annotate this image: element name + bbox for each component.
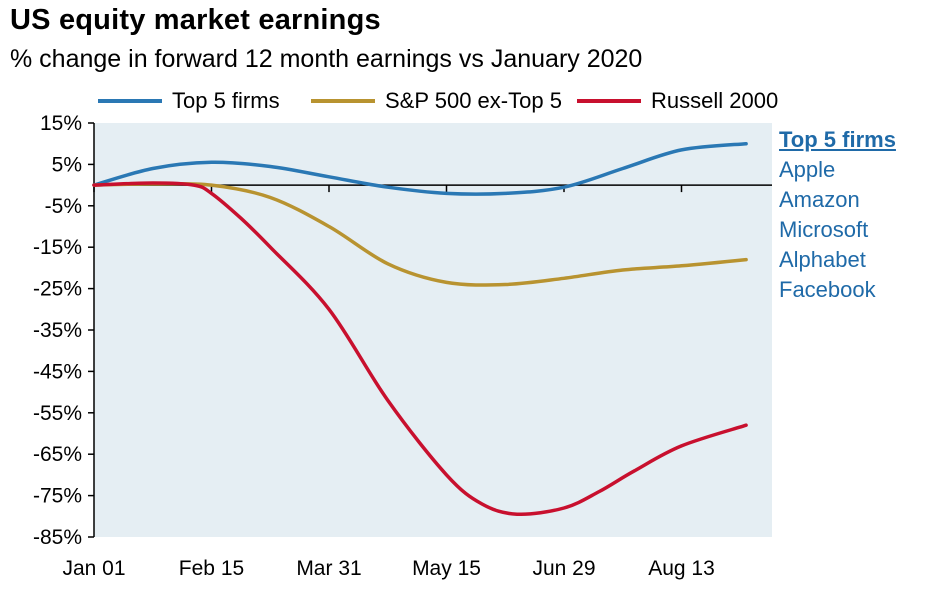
legend-swatch-top5	[98, 99, 162, 103]
y-tick-label: -25%	[33, 278, 82, 301]
x-tick-label: Jun 29	[532, 557, 595, 580]
legend-swatch-sp500	[311, 99, 375, 103]
y-tick-label: -65%	[33, 443, 82, 466]
legend-swatch-russell	[577, 99, 641, 103]
legend-label-top5: Top 5 firms	[172, 88, 280, 113]
firm-microsoft: Microsoft	[779, 217, 869, 242]
series-line-russell2000	[92, 181, 748, 517]
legend-label-russell: Russell 2000	[651, 88, 779, 113]
tick-labels: 15% 5% -5% -15% -25% -35% -45% -55% -65% -75% -85%…	[33, 112, 715, 580]
top5-firms-panel: Top 5 firms Apple Amazon Microsoft Alpha…	[779, 125, 896, 305]
series-line-top5	[92, 141, 748, 196]
x-tick-label: Aug 13	[648, 557, 715, 580]
x-tick-label: Jan 01	[62, 557, 125, 580]
legend-item-sp500: S&P 500 ex-Top 5	[311, 88, 562, 114]
firm-amazon: Amazon	[779, 187, 860, 212]
y-tick-label: -55%	[33, 402, 82, 425]
chart-title: US equity market earnings	[10, 4, 381, 36]
series-line-sp500-ex-top5	[92, 181, 748, 287]
firm-facebook: Facebook	[779, 277, 876, 302]
series-layer	[92, 141, 748, 517]
legend-item-top5: Top 5 firms	[98, 88, 280, 114]
firm-apple: Apple	[779, 157, 836, 182]
top5-firms-title: Top 5 firms	[779, 127, 896, 152]
firm-alphabet: Alphabet	[779, 247, 866, 272]
x-tick-label: Mar 31	[296, 557, 361, 580]
y-tick-label: -15%	[33, 236, 82, 259]
y-tick-label: -5%	[45, 195, 82, 218]
legend-item-russell: Russell 2000	[577, 88, 778, 114]
x-tick-label: May 15	[412, 557, 481, 580]
y-tick-label: -35%	[33, 319, 82, 342]
x-tick-label: Feb 15	[179, 557, 244, 580]
y-tick-label: 15%	[40, 112, 82, 135]
legend-label-sp500: S&P 500 ex-Top 5	[385, 88, 562, 113]
y-tick-label: -75%	[33, 485, 82, 508]
y-tick-label: 5%	[52, 153, 82, 176]
chart-subtitle: % change in forward 12 month earnings vs…	[10, 45, 643, 73]
y-tick-label: -85%	[33, 526, 82, 549]
y-tick-label: -45%	[33, 360, 82, 383]
